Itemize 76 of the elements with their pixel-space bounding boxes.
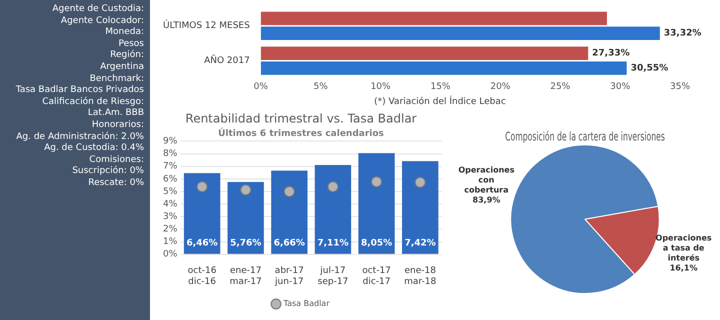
point [240, 184, 252, 196]
y-tick-label: AÑO 2017 [204, 54, 250, 66]
y-tick-label: 9% [162, 136, 178, 147]
text: Ag. de Custodia: 0.4% [43, 143, 144, 155]
data-label: 30,55% [630, 64, 668, 74]
data-label: 7,42% [404, 238, 436, 249]
data-label: 5,76% [230, 238, 262, 249]
x-tick-label: 15% [430, 82, 451, 92]
bar [314, 164, 352, 254]
y-tick-label: 8% [162, 149, 178, 160]
slice-label: Operaciones a tasa de interés [656, 233, 712, 262]
bar [228, 182, 264, 254]
data-label: 27,33% [592, 48, 630, 59]
text: Lat.Am. BBB [86, 108, 144, 120]
bar [260, 26, 660, 40]
y-tick-label: 2% [162, 224, 178, 235]
data-label: 83,9% [472, 195, 500, 204]
x-tick-label: 35% [670, 82, 690, 92]
x-tick-label: 30% [610, 82, 631, 92]
x-tick-label: ene-18 mar-18 [404, 266, 437, 287]
point [371, 176, 382, 188]
x-tick-label: oct-16 dic-16 [188, 266, 217, 287]
point [414, 176, 426, 188]
x-tick-label: oct-17 dic-17 [362, 266, 391, 287]
point [284, 186, 295, 198]
bar [260, 61, 627, 75]
text: Región: [109, 50, 144, 62]
data-label: 7,11% [317, 238, 349, 249]
x-tick-label: 5% [314, 82, 328, 92]
x-tick-label: ene-17 mar-17 [230, 266, 262, 287]
point [196, 181, 208, 192]
legend-label: Tasa Badlar [282, 299, 330, 308]
text: Honorarios: [90, 120, 144, 132]
x-tick-label: 0% [254, 82, 268, 92]
text: Suscripción: 0% [71, 166, 144, 178]
text: (*) Variación del Índice Lebac [374, 94, 506, 107]
slice-label: Operaciones con cobertura [458, 165, 515, 194]
y-tick-label: 6% [162, 174, 178, 184]
data-label: 16,1% [670, 263, 698, 272]
chart-title: Rentabilidad trimestral vs. Tasa Badlar [185, 111, 417, 126]
y-tick-label: 1% [162, 237, 178, 248]
text: Rescate: 0% [87, 178, 144, 190]
text: Benchmark: [88, 74, 144, 85]
data-label: 33,32% [664, 28, 702, 39]
bar [402, 161, 438, 254]
bar [260, 46, 588, 60]
data-label: 6,66% [274, 238, 305, 249]
text: Pesos [117, 38, 144, 50]
chart-title: Composición de la cartera de inversiones [505, 130, 665, 144]
bar [271, 170, 308, 254]
text: Argentina [99, 62, 144, 74]
x-tick-label: 20% [490, 82, 511, 92]
point [327, 181, 338, 192]
text: Agente Colocador: [60, 16, 144, 27]
text: Ag. de Administración: 2.0% [15, 132, 144, 143]
x-tick-label: 10% [370, 82, 392, 92]
data-label: 6,46% [186, 238, 218, 249]
data-label: 8,05% [360, 238, 392, 249]
text: Moneda: [104, 27, 144, 39]
text: Tasa Badlar Bancos Privados [14, 85, 144, 96]
y-tick-label: 0% [162, 250, 178, 260]
y-tick-label: ÚLTIMOS 12 MESES [162, 19, 250, 32]
x-tick-label: abr-17 jun-17 [274, 266, 304, 287]
text: Agente de Custodia: [51, 4, 144, 16]
text: Comisiones: [88, 154, 144, 166]
bar [184, 173, 220, 254]
y-tick-label: 5% [162, 186, 178, 197]
x-tick-label: jul-17 sep-17 [318, 266, 348, 287]
x-tick-label: 25% [550, 82, 571, 92]
y-tick-label: 3% [162, 212, 178, 222]
y-tick-label: 7% [162, 162, 178, 172]
bar [358, 153, 395, 254]
chart-subtitle: Últimos 6 trimestres calendarios [218, 127, 384, 140]
y-tick-label: 4% [162, 199, 178, 210]
bar [260, 12, 607, 26]
text: Calificación de Riesgo: [41, 96, 144, 108]
